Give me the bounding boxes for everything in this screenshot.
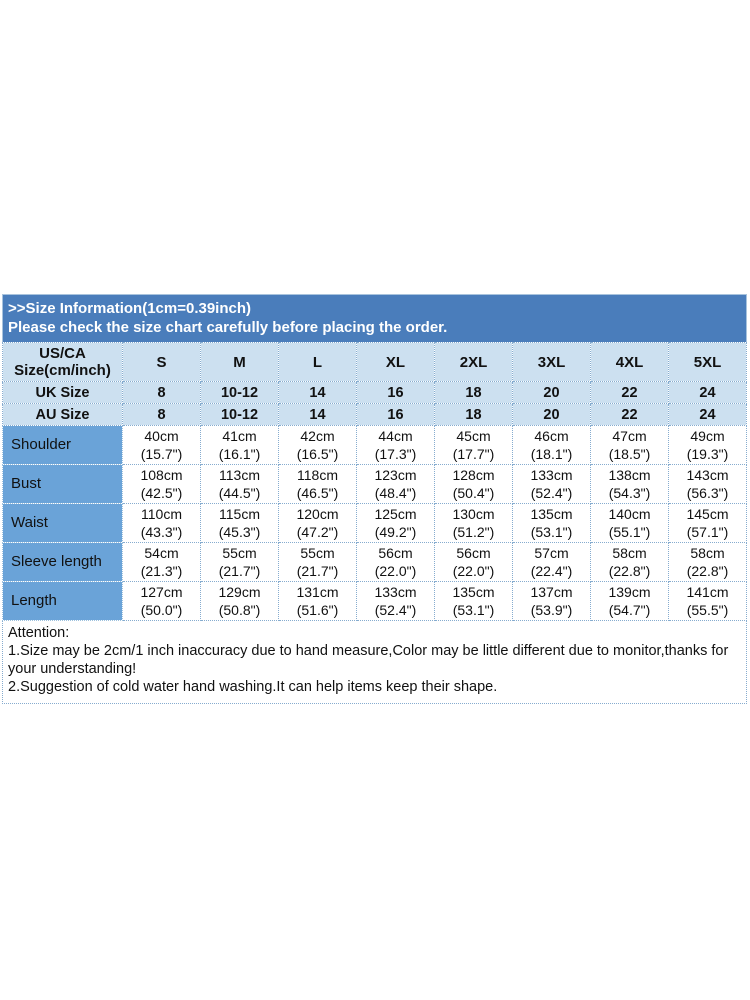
uk-size-value: 10-12 [200,381,279,404]
measurement-cell: 45cm (17.7") [434,425,513,465]
uk-size-row: UK Size 8 10-12 14 16 18 20 22 24 [2,381,747,404]
corner-header-cell: US/CA Size(cm/inch) [2,342,123,382]
au-size-value: 20 [512,403,591,426]
size-column-header: M [200,342,279,382]
measurement-label: Length [2,581,123,621]
attention-note: Attention: 1.Size may be 2cm/1 inch inac… [2,621,747,704]
measurement-label: Shoulder [2,425,123,465]
uk-size-label: UK Size [2,381,123,404]
au-size-value: 16 [356,403,435,426]
measurement-row-length: Length 127cm (50.0") 129cm (50.8") 131cm… [2,581,747,621]
measurement-cell: 125cm (49.2") [356,503,435,543]
uk-size-value: 18 [434,381,513,404]
measurement-cell: 140cm (55.1") [590,503,669,543]
measurement-cell: 135cm (53.1") [434,581,513,621]
measurement-cell: 129cm (50.8") [200,581,279,621]
size-column-header: 3XL [512,342,591,382]
measurement-label: Waist [2,503,123,543]
measurement-cell: 46cm (18.1") [512,425,591,465]
measurement-cell: 131cm (51.6") [278,581,357,621]
uk-size-value: 14 [278,381,357,404]
size-column-header: 5XL [668,342,747,382]
measurement-cell: 120cm (47.2") [278,503,357,543]
measurement-cell: 110cm (43.3") [122,503,201,543]
attention-line-1: 1.Size may be 2cm/1 inch inaccuracy due … [8,643,729,677]
au-size-value: 10-12 [200,403,279,426]
measurement-cell: 133cm (52.4") [512,464,591,504]
measurement-cell: 145cm (57.1") [668,503,747,543]
au-size-value: 18 [434,403,513,426]
attention-heading: Attention: [8,625,70,641]
size-column-header: S [122,342,201,382]
measurement-row-waist: Waist 110cm (43.3") 115cm (45.3") 120cm … [2,503,747,543]
measurement-cell: 41cm (16.1") [200,425,279,465]
size-table: US/CA Size(cm/inch) S M L XL 2XL 3XL 4XL… [2,342,747,621]
measurement-cell: 138cm (54.3") [590,464,669,504]
size-column-header: XL [356,342,435,382]
measurement-cell: 139cm (54.7") [590,581,669,621]
uk-size-value: 8 [122,381,201,404]
measurement-cell: 44cm (17.3") [356,425,435,465]
measurement-cell: 49cm (19.3") [668,425,747,465]
measurement-row-sleeve-length: Sleeve length 54cm (21.3") 55cm (21.7") … [2,542,747,582]
measurement-cell: 40cm (15.7") [122,425,201,465]
attention-line-2: 2.Suggestion of cold water hand washing.… [8,679,498,695]
uk-size-value: 24 [668,381,747,404]
au-size-row: AU Size 8 10-12 14 16 18 20 22 24 [2,403,747,426]
size-column-header: 2XL [434,342,513,382]
banner-title: >>Size Information(1cm=0.39inch) [8,300,251,317]
measurement-cell: 42cm (16.5") [278,425,357,465]
measurement-cell: 54cm (21.3") [122,542,201,582]
measurement-cell: 128cm (50.4") [434,464,513,504]
banner-subtitle: Please check the size chart carefully be… [8,319,448,336]
au-size-value: 8 [122,403,201,426]
measurement-cell: 56cm (22.0") [356,542,435,582]
measurement-cell: 47cm (18.5") [590,425,669,465]
size-column-header: L [278,342,357,382]
measurement-cell: 108cm (42.5") [122,464,201,504]
au-size-value: 22 [590,403,669,426]
measurement-cell: 55cm (21.7") [200,542,279,582]
measurement-cell: 143cm (56.3") [668,464,747,504]
measurement-cell: 113cm (44.5") [200,464,279,504]
measurement-cell: 56cm (22.0") [434,542,513,582]
size-column-header: 4XL [590,342,669,382]
measurement-cell: 141cm (55.5") [668,581,747,621]
size-chart: >>Size Information(1cm=0.39inch) Please … [2,294,747,704]
au-size-value: 24 [668,403,747,426]
measurement-row-shoulder: Shoulder 40cm (15.7") 41cm (16.1") 42cm … [2,425,747,465]
uk-size-value: 20 [512,381,591,404]
measurement-cell: 57cm (22.4") [512,542,591,582]
measurement-cell: 133cm (52.4") [356,581,435,621]
measurement-cell: 118cm (46.5") [278,464,357,504]
measurement-cell: 58cm (22.8") [668,542,747,582]
measurement-cell: 123cm (48.4") [356,464,435,504]
measurement-cell: 130cm (51.2") [434,503,513,543]
size-info-banner: >>Size Information(1cm=0.39inch) Please … [2,294,747,342]
measurement-label: Sleeve length [2,542,123,582]
measurement-cell: 115cm (45.3") [200,503,279,543]
measurement-cell: 135cm (53.1") [512,503,591,543]
size-header-row: US/CA Size(cm/inch) S M L XL 2XL 3XL 4XL… [2,342,747,382]
au-size-value: 14 [278,403,357,426]
measurement-cell: 127cm (50.0") [122,581,201,621]
measurement-cell: 55cm (21.7") [278,542,357,582]
measurement-cell: 58cm (22.8") [590,542,669,582]
au-size-label: AU Size [2,403,123,426]
measurement-label: Bust [2,464,123,504]
uk-size-value: 16 [356,381,435,404]
measurement-row-bust: Bust 108cm (42.5") 113cm (44.5") 118cm (… [2,464,747,504]
measurement-cell: 137cm (53.9") [512,581,591,621]
uk-size-value: 22 [590,381,669,404]
